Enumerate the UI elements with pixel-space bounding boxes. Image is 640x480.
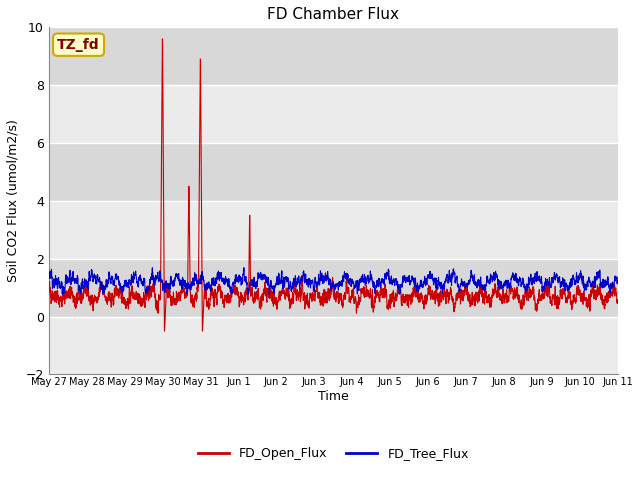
Legend: FD_Open_Flux, FD_Tree_Flux: FD_Open_Flux, FD_Tree_Flux: [193, 443, 474, 465]
Bar: [49, 27, 618, 85]
Bar: [49, 143, 618, 201]
Bar: [49, 201, 618, 259]
Bar: [49, 85, 618, 143]
X-axis label: Time: Time: [318, 390, 349, 403]
Y-axis label: Soil CO2 Flux (umol/m2/s): Soil CO2 Flux (umol/m2/s): [7, 120, 20, 282]
Bar: [49, 259, 618, 316]
Title: FD Chamber Flux: FD Chamber Flux: [268, 7, 399, 22]
Text: TZ_fd: TZ_fd: [57, 38, 100, 52]
Bar: [49, 316, 618, 374]
